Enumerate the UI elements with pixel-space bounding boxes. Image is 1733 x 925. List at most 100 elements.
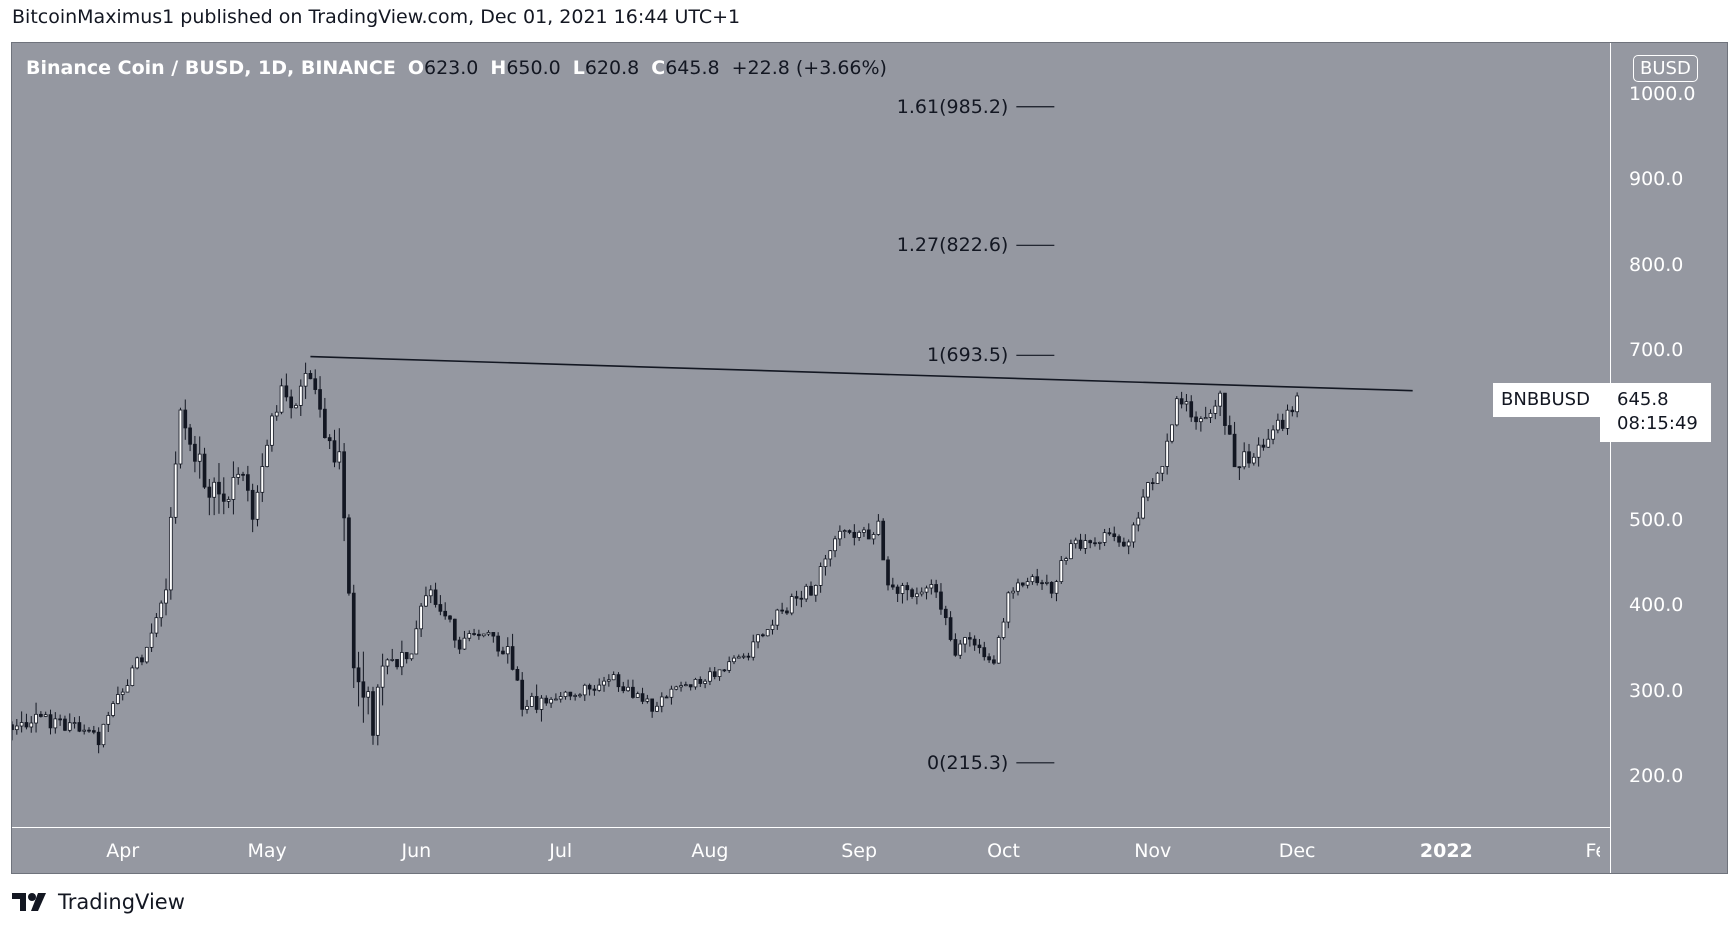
candle-body — [886, 559, 890, 586]
candle-body — [428, 589, 433, 597]
candle-body — [708, 671, 712, 682]
candle-body — [597, 684, 602, 691]
candle-body — [409, 653, 414, 660]
candle-body — [631, 686, 635, 698]
candle-body — [1290, 409, 1295, 413]
candle-body — [761, 634, 765, 637]
candle-body — [419, 605, 423, 630]
candle-body — [448, 615, 452, 620]
candle-body — [1093, 542, 1097, 545]
candle-body — [149, 632, 154, 648]
candle-body — [255, 491, 260, 520]
candle-body — [919, 591, 924, 595]
currency-badge[interactable]: BUSD — [1633, 55, 1698, 82]
tradingview-footer[interactable]: TradingView — [12, 890, 185, 914]
time-axis[interactable]: Apr May Jun Jul Aug Sep Oct Nov Dec 2022 Fe — [12, 827, 1610, 873]
candle-body — [327, 437, 332, 442]
candle-body — [91, 730, 96, 733]
candle-body — [549, 698, 553, 704]
candle-body — [1295, 395, 1299, 413]
candle-body — [996, 637, 1001, 664]
candle-body — [515, 668, 520, 681]
candle-body — [525, 706, 529, 710]
candle-body — [611, 674, 616, 681]
y-tick-label: 200.0 — [1629, 764, 1684, 787]
candle-body — [337, 451, 342, 463]
price-axis[interactable]: 1000.0900.0800.0700.0600.0500.0400.0300.… — [1610, 43, 1728, 873]
candle-body — [876, 520, 881, 535]
candle-body — [1203, 417, 1208, 420]
candle-body — [1045, 581, 1049, 584]
x-tick-label: Dec — [1278, 840, 1316, 862]
candle-body — [120, 691, 125, 695]
candle-body — [1049, 581, 1054, 594]
candle-body — [154, 617, 159, 634]
candle-body — [741, 655, 746, 658]
ohlc-legend: Binance Coin / BUSD, 1D, BINANCE O623.0 H6… — [26, 57, 887, 79]
legend-open-label: O — [407, 57, 424, 79]
candle-body — [1122, 541, 1126, 547]
chart-plot-area[interactable] — [12, 43, 1610, 827]
candle-body — [236, 473, 241, 478]
candle-body — [963, 637, 967, 645]
chart-frame[interactable]: Binance Coin / BUSD, 1D, BINANCE O623.0 H6… — [11, 42, 1728, 874]
resistance-trendline — [310, 355, 1413, 392]
candle-body — [375, 686, 380, 736]
candle-body — [1117, 536, 1121, 543]
candle-body — [231, 477, 236, 500]
candle-body — [250, 489, 255, 520]
candle-body — [1001, 621, 1006, 638]
x-tick-label: May — [247, 840, 287, 862]
legend-close-label: C — [651, 57, 666, 79]
candle-body — [842, 530, 847, 532]
candle-body — [684, 684, 688, 687]
candle-body — [756, 634, 760, 643]
candle-body — [241, 473, 245, 476]
candle-body — [1054, 581, 1059, 594]
x-tick-label: Oct — [987, 840, 1020, 862]
candle-body — [443, 610, 448, 617]
legend-low-value: 620.8 — [584, 57, 640, 79]
candle-body — [303, 373, 308, 387]
candle-body — [568, 691, 573, 697]
candle-body — [659, 696, 664, 707]
candle-body — [87, 729, 91, 732]
candle-body — [852, 531, 857, 538]
candle-body — [833, 538, 837, 552]
candle-body — [274, 411, 279, 417]
candle-body — [1035, 576, 1040, 584]
candle-body — [635, 693, 640, 698]
candle-body — [688, 684, 693, 688]
candle-body — [1030, 576, 1035, 583]
candle-body — [510, 646, 515, 670]
candle-body — [1078, 539, 1083, 549]
x-tick-label: Apr — [106, 840, 140, 862]
candle-body — [43, 714, 48, 717]
candle-body — [178, 409, 183, 465]
candle-body — [193, 443, 197, 462]
candle-body — [520, 679, 525, 710]
candle-body — [1083, 540, 1088, 549]
x-tick-label: Nov — [1134, 840, 1172, 862]
x-tick-label: Aug — [691, 840, 729, 862]
candle-body — [457, 639, 462, 650]
x-tick-label: Jun — [401, 840, 432, 862]
candle-body — [183, 409, 188, 429]
candle-body — [217, 481, 221, 495]
candle-body — [298, 385, 303, 406]
candle-body — [1160, 466, 1165, 474]
candle-body — [775, 609, 780, 626]
candle-body — [948, 617, 953, 640]
legend-low-label: L — [572, 57, 585, 79]
candle-body — [197, 453, 202, 462]
candle-body — [385, 659, 390, 667]
candle-body — [915, 593, 919, 597]
candle-body — [1107, 532, 1112, 535]
candle-body — [789, 596, 794, 614]
candle-body — [39, 713, 43, 717]
legend-symbol[interactable]: Binance Coin / BUSD, 1D, BINANCE — [26, 57, 396, 79]
x-tick-label: Sep — [841, 840, 878, 862]
candle-body — [332, 440, 337, 463]
candle-body — [265, 444, 269, 467]
candle-body — [722, 669, 727, 672]
